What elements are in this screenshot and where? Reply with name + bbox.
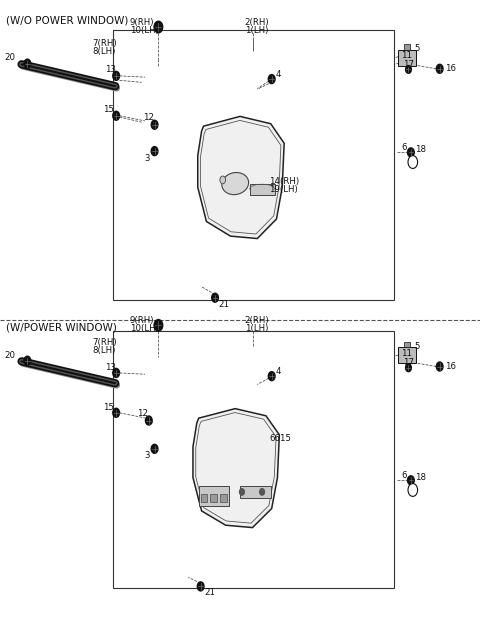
Circle shape [24, 356, 31, 365]
Text: 17: 17 [403, 358, 414, 367]
Text: 1(LH): 1(LH) [245, 26, 268, 35]
Text: 9(RH): 9(RH) [130, 18, 154, 27]
Circle shape [268, 75, 275, 84]
Text: 7(RH): 7(RH) [92, 39, 117, 48]
Circle shape [113, 71, 120, 80]
Text: 10(LH): 10(LH) [130, 26, 158, 35]
Text: 15: 15 [103, 403, 114, 412]
Text: 4: 4 [276, 70, 281, 79]
Text: 5: 5 [415, 342, 420, 351]
Circle shape [145, 416, 152, 425]
Text: 21: 21 [204, 588, 216, 597]
Circle shape [212, 293, 218, 302]
Circle shape [151, 147, 158, 156]
Text: 9(RH): 9(RH) [130, 316, 154, 325]
Bar [398, 50, 416, 66]
Circle shape [154, 21, 163, 33]
Bar [404, 44, 410, 50]
Text: 12: 12 [137, 409, 148, 418]
Text: 5: 5 [415, 44, 420, 53]
Text: 12: 12 [143, 113, 154, 122]
Circle shape [260, 489, 264, 495]
Bar [250, 184, 275, 195]
Circle shape [408, 156, 418, 168]
Text: 19(LH): 19(LH) [269, 185, 298, 194]
Circle shape [151, 444, 158, 453]
Text: (W/O POWER WINDOW): (W/O POWER WINDOW) [6, 15, 128, 26]
Circle shape [436, 64, 443, 73]
Text: 11: 11 [401, 349, 412, 358]
Polygon shape [198, 116, 284, 239]
Text: 18: 18 [415, 473, 426, 482]
Text: 4: 4 [276, 367, 281, 376]
Text: 3: 3 [144, 154, 149, 163]
Circle shape [220, 176, 226, 184]
Text: 16: 16 [445, 64, 456, 73]
Circle shape [197, 582, 204, 591]
Text: 20: 20 [5, 53, 16, 62]
Text: (W/POWER WINDOW): (W/POWER WINDOW) [6, 323, 117, 333]
Bar [113, 30, 394, 300]
Bar [210, 494, 217, 502]
Circle shape [408, 148, 414, 157]
Text: 8(LH): 8(LH) [92, 47, 116, 56]
Text: 13: 13 [105, 65, 116, 74]
Bar [398, 347, 416, 363]
Circle shape [406, 66, 411, 73]
Bar [201, 494, 207, 502]
Text: 1(LH): 1(LH) [245, 324, 268, 333]
Text: 13: 13 [105, 363, 116, 372]
Text: 6: 6 [401, 143, 407, 152]
Text: 10(LH): 10(LH) [130, 324, 158, 333]
Ellipse shape [222, 172, 249, 195]
Text: 2(RH): 2(RH) [245, 316, 269, 325]
Circle shape [154, 320, 163, 331]
Text: 7(RH): 7(RH) [92, 338, 117, 347]
Bar [404, 342, 410, 347]
Circle shape [408, 476, 414, 485]
Text: 15: 15 [103, 105, 114, 114]
Text: 16: 16 [445, 362, 456, 371]
Circle shape [113, 368, 120, 377]
Circle shape [113, 111, 120, 120]
Text: 18: 18 [415, 145, 426, 154]
Text: 21: 21 [218, 300, 229, 309]
Bar [240, 486, 271, 498]
Circle shape [113, 408, 120, 417]
Text: 6615: 6615 [270, 434, 292, 443]
Circle shape [24, 59, 31, 68]
Text: 11: 11 [401, 51, 412, 60]
Bar [113, 331, 394, 588]
Text: 2(RH): 2(RH) [245, 18, 269, 27]
Bar [220, 494, 227, 502]
Bar [199, 486, 229, 506]
Circle shape [240, 489, 244, 495]
Text: 8(LH): 8(LH) [92, 346, 116, 355]
Text: 3: 3 [144, 451, 149, 460]
Text: 14(RH): 14(RH) [269, 177, 299, 186]
Circle shape [268, 372, 275, 381]
Circle shape [406, 364, 411, 372]
Text: 6: 6 [401, 471, 407, 480]
Polygon shape [193, 409, 279, 527]
Circle shape [436, 362, 443, 371]
Circle shape [408, 484, 418, 496]
Circle shape [151, 120, 158, 129]
Text: 20: 20 [5, 351, 16, 360]
Text: 17: 17 [403, 60, 414, 69]
